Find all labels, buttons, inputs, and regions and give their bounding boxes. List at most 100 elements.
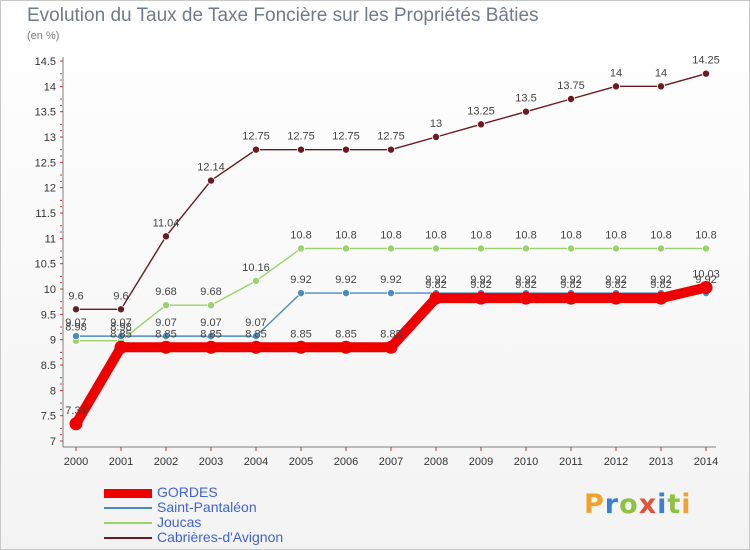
y-tick-label: 11 [45, 233, 56, 245]
data-label-joucas: 10.8 [560, 229, 581, 241]
x-tick-label: 2002 [154, 456, 178, 468]
y-tick-label: 9 [50, 335, 56, 347]
y-tick-label: 8.5 [41, 360, 56, 372]
point-gordes [114, 340, 128, 354]
data-label-gordes: 8.85 [245, 328, 266, 340]
point-joucas [251, 276, 260, 285]
data-label-gordes: 8.85 [155, 328, 176, 340]
point-cabrieres-d-avignon [431, 132, 440, 141]
x-tick-label: 2007 [379, 456, 403, 468]
x-tick-label: 2004 [244, 456, 268, 468]
data-label-cabrieres-d-avignon: 14.25 [692, 55, 720, 67]
point-gordes [519, 291, 533, 305]
point-joucas [567, 244, 576, 253]
point-gordes [429, 291, 443, 305]
data-label-saint-pantaleon: 9.92 [560, 274, 581, 286]
point-gordes [204, 340, 218, 354]
data-label-joucas: 10.8 [515, 229, 536, 241]
x-tick-label: 2009 [469, 456, 493, 468]
point-gordes [564, 291, 578, 305]
data-label-saint-pantaleon: 9.07 [155, 317, 176, 329]
y-tick-label: 9.5 [41, 309, 56, 321]
legend-swatch-cabrieres-d-avignon [104, 537, 152, 539]
data-label-cabrieres-d-avignon: 13.5 [515, 93, 536, 105]
point-cabrieres-d-avignon [206, 176, 215, 185]
legend-swatch-gordes [104, 489, 152, 498]
point-saint-pantaleon [72, 332, 81, 341]
y-tick-label: 8 [50, 385, 56, 397]
y-unit-label: (en %) [27, 30, 60, 42]
point-joucas [702, 244, 711, 253]
point-gordes [294, 340, 308, 354]
legend-label-gordes: GORDES [157, 484, 218, 500]
data-label-gordes: 10.03 [692, 268, 720, 280]
point-joucas [206, 301, 215, 310]
data-label-joucas: 9.68 [200, 286, 221, 298]
data-label-saint-pantaleon: 9.92 [470, 274, 491, 286]
x-tick-label: 2001 [109, 456, 133, 468]
data-label-saint-pantaleon: 9.92 [335, 274, 356, 286]
point-joucas [522, 244, 531, 253]
point-saint-pantaleon [161, 332, 170, 341]
logo-letter: i [657, 489, 668, 520]
y-tick-label: 7.5 [41, 411, 56, 423]
data-label-cabrieres-d-avignon: 13.75 [557, 80, 585, 92]
data-label-joucas: 10.16 [242, 262, 270, 274]
point-cabrieres-d-avignon [476, 120, 485, 129]
data-label-joucas: 10.8 [290, 229, 311, 241]
data-label-joucas: 10.8 [695, 229, 716, 241]
data-label-saint-pantaleon: 9.92 [605, 274, 626, 286]
legend-swatch-joucas [104, 522, 152, 524]
data-label-gordes: 9.82 [605, 279, 626, 291]
data-label-joucas: 10.8 [470, 229, 491, 241]
legend-swatch-saint-pantaleon [104, 507, 152, 509]
x-tick-label: 2006 [334, 456, 358, 468]
x-tick-label: 2003 [199, 456, 223, 468]
data-label-joucas: 8.98 [65, 322, 86, 334]
point-joucas [161, 301, 170, 310]
point-cabrieres-d-avignon [612, 82, 621, 91]
data-label-joucas: 9.68 [155, 286, 176, 298]
point-joucas [296, 244, 305, 253]
point-saint-pantaleon [296, 289, 305, 298]
point-joucas [657, 244, 666, 253]
point-cabrieres-d-avignon [296, 145, 305, 154]
x-tick-label: 2011 [559, 456, 583, 468]
data-label-gordes: 7.34 [65, 405, 86, 417]
point-gordes [609, 291, 623, 305]
x-tick-label: 2000 [64, 456, 88, 468]
data-label-cabrieres-d-avignon: 14 [655, 67, 667, 79]
chart-title: Evolution du Taux de Taxe Foncière sur l… [27, 5, 539, 26]
data-label-saint-pantaleon: 9.07 [65, 317, 86, 329]
series-line-gordes [71, 282, 711, 429]
point-cabrieres-d-avignon [386, 145, 395, 154]
data-label-gordes: 8.85 [200, 328, 221, 340]
legend-label-joucas: Joucas [157, 514, 202, 530]
point-gordes [384, 340, 398, 354]
y-tick-label: 13 [44, 132, 56, 144]
data-label-gordes: 8.85 [380, 328, 401, 340]
data-label-saint-pantaleon: 9.92 [380, 274, 401, 286]
data-label-gordes: 9.82 [470, 279, 491, 291]
y-tick-label: 13.5 [35, 107, 56, 119]
y-tick-label: 12.5 [35, 157, 56, 169]
point-cabrieres-d-avignon [341, 145, 350, 154]
data-label-joucas: 10.8 [425, 229, 446, 241]
y-tick-label: 12 [44, 183, 56, 195]
point-gordes [474, 291, 488, 305]
data-label-saint-pantaleon: 9.07 [200, 317, 221, 329]
y-tick-label: 11.5 [35, 208, 56, 220]
point-joucas [476, 244, 485, 253]
legend-label-cabrieres-d-avignon: Cabrières-d'Avignon [157, 529, 284, 545]
point-cabrieres-d-avignon [657, 82, 666, 91]
data-label-joucas: 10.8 [335, 229, 356, 241]
logo-letter: P [584, 489, 605, 520]
point-joucas [431, 244, 440, 253]
point-cabrieres-d-avignon [251, 145, 260, 154]
x-tick-label: 2010 [514, 456, 538, 468]
point-saint-pantaleon [251, 332, 260, 341]
point-cabrieres-d-avignon [117, 305, 126, 314]
data-label-saint-pantaleon: 9.92 [515, 274, 536, 286]
point-gordes [249, 340, 263, 354]
